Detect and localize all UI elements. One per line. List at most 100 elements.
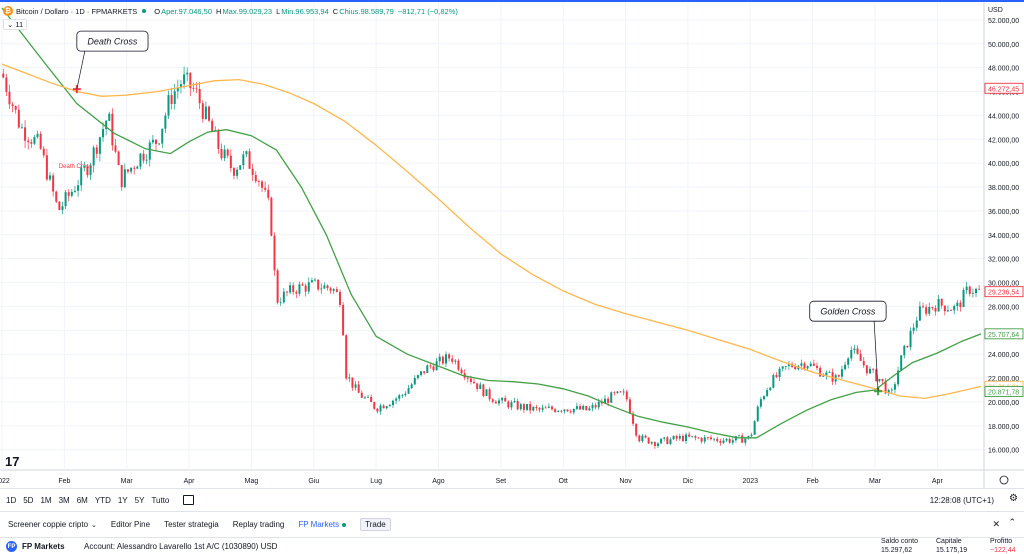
candle-body: [575, 406, 578, 409]
close-icon[interactable]: ✕: [992, 519, 1000, 529]
y-tick-label: 48.000,00: [988, 66, 1019, 73]
candle-body: [703, 437, 706, 442]
price-tag-label: 20.871,78: [988, 390, 1019, 397]
candle-body: [444, 354, 447, 364]
y-tick-label: 40.000,00: [988, 161, 1019, 168]
candle-body: [145, 159, 148, 161]
timeframe-ytd[interactable]: YTD: [94, 495, 111, 505]
tab-fp-markets[interactable]: FP Markets: [298, 520, 340, 529]
change-value: −812,71 (−0,82%): [397, 6, 458, 16]
x-tick-label: Apr: [932, 478, 944, 485]
candle-body: [538, 408, 541, 410]
candle-body: [232, 168, 235, 176]
candle-body: [940, 298, 943, 306]
candle-body: [647, 437, 650, 444]
tab-crypto-screener[interactable]: Screener coppie cripto: [8, 520, 89, 529]
candle-body: [934, 308, 937, 312]
gear-icon[interactable]: ⚙: [1009, 493, 1018, 504]
candle-body: [887, 390, 890, 394]
candle-body: [304, 285, 307, 292]
candle-body: [454, 360, 457, 362]
high-label: H: [216, 6, 222, 16]
candle-body: [588, 408, 591, 411]
candle-body: [105, 120, 108, 130]
candle-body: [351, 377, 354, 388]
candle-body: [398, 395, 401, 399]
price-chart[interactable]: 16.000,00 18.000,00 20.000,00 22.000,00 24.0…: [0, 0, 1024, 488]
candle-body: [744, 438, 747, 443]
account-selector[interactable]: Account: Alessandro Lavarello 1st A/C (1…: [84, 542, 277, 551]
candle-body: [713, 438, 716, 440]
candle-body: [653, 442, 656, 447]
x-tick-label: Giu: [308, 478, 319, 485]
chevron-down-icon[interactable]: ⌄: [91, 521, 97, 529]
candle-body: [326, 285, 329, 289]
candle-body: [413, 377, 416, 385]
timeframe-3m[interactable]: 3M: [58, 495, 70, 505]
candle-body: [769, 387, 772, 391]
candle-body: [681, 435, 684, 442]
timeframe-1y[interactable]: 1Y: [117, 495, 128, 505]
broker-name[interactable]: FP Markets: [22, 542, 65, 551]
candle-body: [766, 390, 769, 397]
timeframe-6m[interactable]: 6M: [76, 495, 88, 505]
candle-body: [809, 363, 812, 367]
candle-body: [201, 103, 204, 119]
candle-body: [148, 142, 151, 160]
timeframe-5d[interactable]: 5D: [23, 495, 34, 505]
candle-body: [950, 310, 953, 311]
price-tag-box: [984, 386, 1024, 397]
candle-body: [279, 302, 282, 304]
clock-readout[interactable]: 12:28:08 (UTC+1): [929, 496, 994, 505]
candle-body: [516, 401, 519, 410]
tab-strategy-tester[interactable]: Tester strategia: [164, 520, 219, 529]
candle-body: [706, 437, 709, 438]
equity-value: 15.175,19: [936, 547, 968, 554]
candle-body: [102, 129, 105, 138]
candle-body: [978, 288, 981, 290]
calendar-range-icon[interactable]: [183, 495, 195, 505]
candle-body: [173, 91, 176, 104]
candle-body: [438, 356, 441, 362]
candle-body: [600, 401, 603, 404]
x-tick-label: Mag: [245, 478, 259, 485]
candle-body: [342, 304, 345, 336]
collapse-panel-icon[interactable]: ⌃: [1008, 517, 1016, 527]
candle-body: [195, 88, 198, 90]
candle-body: [448, 354, 451, 359]
candle-body: [709, 437, 712, 440]
candle-body: [391, 400, 394, 406]
tab-pine-editor[interactable]: Editor Pine: [110, 520, 151, 529]
timeframe-5y[interactable]: 5Y: [134, 495, 145, 505]
candle-body: [95, 147, 98, 154]
candle-body: [485, 389, 488, 397]
fast-ma-line: [1, 7, 982, 439]
timeframe-1d[interactable]: 1D: [6, 495, 17, 505]
candle-body: [685, 434, 688, 442]
timeframe-1m[interactable]: 1M: [40, 495, 52, 505]
callout-box: [809, 300, 887, 322]
x-tick-label: Ott: [559, 478, 568, 485]
candle-body: [357, 384, 360, 393]
candle-body: [45, 155, 48, 180]
tab-replay-trading[interactable]: Replay trading: [232, 520, 285, 529]
candle-body: [226, 149, 229, 156]
candle-body: [338, 291, 341, 305]
candle-body: [267, 189, 270, 198]
candle-body: [473, 381, 476, 384]
y-tick-label: 18.000,00: [988, 424, 1019, 431]
callout-pointer: [76, 51, 86, 90]
profit-label: Profitto: [990, 538, 1013, 545]
symbol-title[interactable]: Bitcoin / Dollaro · 1D · FPMARKETS: [16, 6, 138, 16]
candle-body: [669, 439, 672, 444]
trade-button[interactable]: Trade: [360, 518, 391, 531]
candle-body: [510, 402, 513, 408]
candle-body: [591, 405, 594, 409]
candle-body: [513, 401, 516, 403]
candle-body: [373, 402, 376, 409]
candle-body: [70, 191, 73, 196]
candle-body: [363, 397, 366, 399]
indicators-toggle[interactable]: ⌄ 11: [3, 19, 28, 30]
candle-body: [8, 91, 11, 105]
timeframe-all[interactable]: Tutto: [151, 495, 170, 505]
